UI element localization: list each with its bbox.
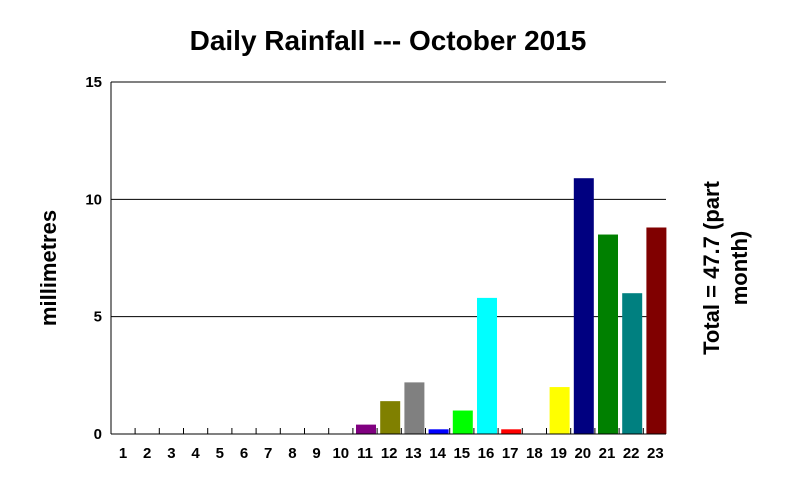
x-tick-label-2: 2 bbox=[143, 445, 151, 462]
bar-day-12 bbox=[380, 401, 401, 434]
x-tick-label-12: 12 bbox=[381, 445, 398, 462]
x-tick-label-13: 13 bbox=[405, 445, 422, 462]
right-total-label: Total = 47.7 (part month) bbox=[699, 180, 752, 354]
x-tick-label-14: 14 bbox=[429, 445, 446, 462]
x-tick-label-6: 6 bbox=[240, 445, 248, 462]
right-label-line-1: Total = 47.7 (part bbox=[699, 180, 724, 354]
y-tick-labels: 0 5 10 15 bbox=[85, 74, 102, 443]
x-tick-label-1: 1 bbox=[119, 445, 127, 462]
y-tick-label-15: 15 bbox=[85, 74, 102, 91]
bar-day-22 bbox=[622, 293, 643, 434]
x-tick-label-9: 9 bbox=[312, 445, 320, 462]
x-tick-label-7: 7 bbox=[264, 445, 272, 462]
chart-title: Daily Rainfall --- October 2015 bbox=[190, 25, 587, 56]
x-tick-label-23: 23 bbox=[647, 445, 664, 462]
x-tick-label-10: 10 bbox=[332, 445, 349, 462]
bar-day-14 bbox=[428, 429, 449, 434]
x-tick-label-3: 3 bbox=[167, 445, 175, 462]
x-tick-label-11: 11 bbox=[357, 445, 373, 462]
y-axis-label: millimetres bbox=[36, 210, 61, 326]
gridlines bbox=[111, 81, 666, 318]
bar-day-15 bbox=[452, 410, 473, 434]
x-tick-label-21: 21 bbox=[599, 445, 616, 462]
x-tick-label-4: 4 bbox=[191, 445, 200, 462]
bar-day-13 bbox=[404, 382, 425, 434]
y-tick-label-10: 10 bbox=[85, 191, 102, 208]
x-tick-label-16: 16 bbox=[478, 445, 495, 462]
y-tick-label-0: 0 bbox=[94, 426, 102, 443]
x-tick-label-15: 15 bbox=[453, 445, 470, 462]
x-tick-label-8: 8 bbox=[288, 445, 296, 462]
bar-day-20 bbox=[573, 178, 594, 434]
x-tick-label-22: 22 bbox=[623, 445, 640, 462]
bar-day-19 bbox=[549, 387, 570, 434]
bar-day-11 bbox=[356, 424, 376, 434]
bar-day-23 bbox=[646, 227, 667, 434]
x-tick-label-19: 19 bbox=[550, 445, 567, 462]
x-tick-labels: 1 2 3 4 5 6 7 8 9 10 11 12 13 14 15 16 17 18 19 20 21 22 23 bbox=[119, 445, 664, 462]
y-tick-label-5: 5 bbox=[94, 309, 102, 326]
x-tick-label-17: 17 bbox=[502, 445, 519, 462]
x-tick-label-20: 20 bbox=[574, 445, 591, 462]
bar-day-16 bbox=[477, 297, 497, 434]
bar-day-17 bbox=[501, 429, 522, 434]
x-tick-label-18: 18 bbox=[526, 445, 543, 462]
x-tick-label-5: 5 bbox=[216, 445, 224, 462]
bars bbox=[356, 178, 667, 434]
bar-day-21 bbox=[598, 234, 618, 434]
right-label-line-2: month) bbox=[727, 231, 752, 306]
axes bbox=[110, 82, 666, 435]
